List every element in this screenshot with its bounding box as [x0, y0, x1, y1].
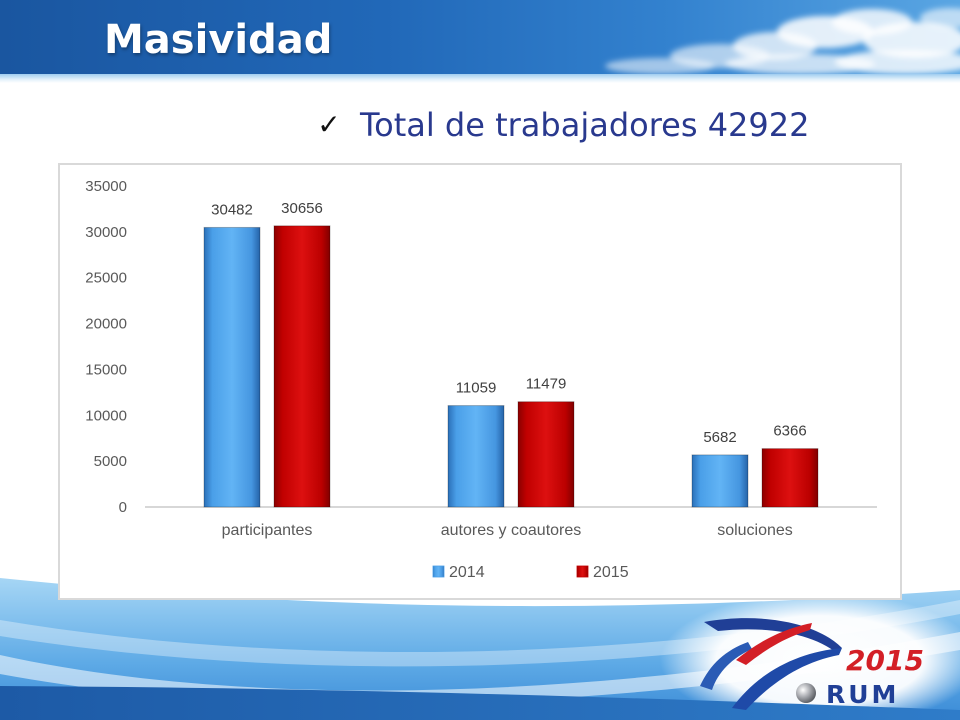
y-tick-label: 15000 [85, 361, 127, 378]
slide-title: Masividad [104, 17, 333, 63]
y-tick-label: 25000 [85, 270, 127, 287]
legend-swatch-2014 [432, 565, 445, 578]
legend-label: 2015 [593, 564, 629, 581]
bar-2015-2 [761, 448, 819, 508]
y-tick-label: 5000 [94, 453, 127, 470]
data-label: 30656 [281, 200, 323, 217]
y-tick-label: 35000 [85, 178, 127, 195]
bar-2014-0 [203, 226, 261, 508]
logo-blue-swoosh-lower [732, 648, 842, 710]
y-tick-label: 0 [119, 499, 127, 516]
legend-label: 2014 [449, 564, 485, 581]
x-category-label: autores y coautores [441, 522, 582, 539]
chart-container: 0 5000 10000 15000 20000 25000 30000 35000 30482… [58, 163, 902, 600]
logo-blue-swoosh-left [700, 642, 752, 690]
bar-2015-0 [273, 225, 331, 508]
legend-swatch-2015 [576, 565, 589, 578]
bullet-text: Total de trabajadores 42922 [360, 106, 810, 144]
x-category-label: soluciones [717, 522, 793, 539]
logo-sphere [796, 683, 816, 703]
logo-blue-swoosh-upper [704, 618, 842, 651]
data-label: 5682 [703, 429, 736, 446]
data-label: 11479 [526, 376, 567, 393]
chart-frame [58, 163, 902, 600]
rum-2015-logo: 2015 RUM [700, 618, 924, 710]
header-clouds [605, 8, 960, 74]
check-icon [314, 100, 344, 150]
y-tick-label: 30000 [85, 224, 127, 241]
logo-red-swoosh [736, 623, 812, 665]
bar-chart: 0 5000 10000 15000 20000 25000 30000 35000 30482… [58, 163, 902, 600]
x-category-label: participantes [222, 522, 313, 539]
bar-2015-1 [517, 401, 575, 508]
data-label: 30482 [211, 201, 253, 218]
y-tick-label: 20000 [85, 316, 127, 333]
data-label: 6366 [773, 423, 806, 440]
logo-year: 2015 [846, 644, 924, 677]
data-label: 11059 [456, 380, 497, 397]
bar-2014-1 [447, 405, 505, 508]
logo-name: RUM [826, 680, 899, 709]
wave-highlight [0, 600, 960, 667]
y-tick-label: 10000 [85, 407, 127, 424]
bottom-band [0, 686, 960, 720]
bar-2014-2 [691, 454, 749, 508]
header-divider [0, 74, 960, 83]
